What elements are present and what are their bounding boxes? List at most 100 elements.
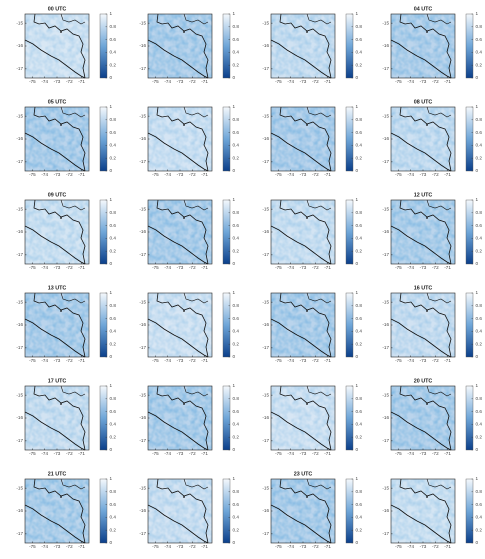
map-panel: 21 UTC -75 -74 -73 -72 -71 -15 -16 -17 0 0.2 0.4 0.6…: [16, 471, 116, 549]
colorbar-tick-label: 0.4: [356, 143, 363, 148]
region-border: [306, 106, 332, 118]
colorbar-tick-label: 0.6: [476, 130, 483, 135]
colorbar-tick-label: 1: [110, 476, 113, 481]
colorbar: [465, 199, 474, 265]
x-tick-label: -72: [189, 79, 196, 84]
y-tick-label: -15: [262, 206, 269, 211]
x-tick-label: -75: [29, 265, 36, 270]
map-panel: -75 -74 -73 -72 -71 -15 -16 -17 0 0.2 0.4 0.6 0.8 1: [139, 104, 239, 177]
y-tick-label: -15: [262, 299, 269, 304]
x-tick-label: -71: [324, 265, 331, 270]
colorbar: [345, 13, 354, 79]
colorbar-tick-label: 1: [476, 11, 479, 16]
region-border: [183, 478, 209, 490]
colorbar-tick-label: 0.2: [233, 248, 240, 253]
colorbar-tick-label: 0.8: [476, 24, 483, 29]
colorbar-tick-label: 0.4: [356, 422, 363, 427]
y-tick-label: -16: [382, 136, 389, 141]
x-tick-label: -72: [66, 79, 73, 84]
y-tick-label: -17: [382, 531, 389, 536]
region-border: [399, 106, 452, 172]
x-tick-label: -74: [164, 358, 171, 363]
x-tick-label: -73: [420, 544, 427, 549]
colorbar-tick-label: 1: [476, 197, 479, 202]
y-tick-label: -16: [16, 415, 23, 420]
colorbar: [99, 13, 108, 79]
region-border: [306, 13, 332, 25]
x-tick-label: -71: [324, 79, 331, 84]
region-border: [306, 478, 332, 490]
colorbar-tick-label: 0: [356, 354, 359, 359]
colorbar-tick-label: 0.8: [356, 210, 363, 215]
colorbar-tick-label: 0.4: [233, 236, 240, 241]
x-tick-label: -75: [275, 544, 282, 549]
colorbar: [99, 106, 108, 172]
colorbar-tick-label: 0.4: [476, 329, 483, 334]
colorbar-tick-label: 0: [476, 354, 479, 359]
region-border: [156, 199, 209, 265]
city-marker: [183, 31, 185, 33]
colorbar-tick-label: 0.8: [110, 396, 117, 401]
x-tick-label: -73: [300, 79, 307, 84]
colorbar-tick-label: 0.8: [233, 303, 240, 308]
x-tick-label: -72: [432, 544, 439, 549]
y-tick-label: -17: [139, 159, 146, 164]
x-tick-label: -73: [300, 451, 307, 456]
colorbar-tick-label: 0.2: [356, 434, 363, 439]
colorbar: [99, 199, 108, 265]
x-tick-label: -71: [444, 544, 451, 549]
y-tick-label: -15: [139, 392, 146, 397]
colorbar-tick-label: 0.6: [110, 130, 117, 135]
x-tick-label: -75: [275, 451, 282, 456]
colorbar-tick-label: 0.4: [476, 50, 483, 55]
map-panel: 08 UTC -75 -74 -73 -72 -71 -15 -16 -17 0 0.2 0.4 0.6…: [382, 99, 482, 177]
map-texture: [25, 14, 89, 78]
map-panel: 17 UTC -75 -74 -73 -72 -71 -15 -16 -17 0 0.2 0.4 0.6…: [16, 378, 116, 456]
x-tick-label: -72: [189, 544, 196, 549]
coastline: [390, 132, 452, 172]
region-border: [156, 478, 209, 544]
map-panel: -75 -74 -73 -72 -71 -15 -16 -17 0 0.2 0.4 0.6 0.8 1: [262, 290, 362, 363]
map-panel: -75 -74 -73 -72 -71 -15 -16 -17 0 0.2 0.4 0.6 0.8 1: [262, 11, 362, 84]
region-border: [399, 385, 452, 451]
colorbar-tick-label: 0.4: [110, 50, 117, 55]
x-tick-label: -71: [78, 358, 85, 363]
x-tick-label: -71: [324, 172, 331, 177]
x-tick-label: -75: [152, 265, 159, 270]
map-texture: [391, 107, 455, 171]
region-border: [33, 106, 86, 172]
y-tick-label: -15: [16, 113, 23, 118]
colorbar-tick-label: 0: [110, 354, 113, 359]
region-border: [426, 478, 452, 490]
map-panel: -75 -74 -73 -72 -71 -15 -16 -17 0 0.2 0.4 0.6 0.8 1: [139, 11, 239, 84]
colorbar-tick-label: 0: [110, 540, 113, 545]
colorbar-tick-label: 0.2: [476, 434, 483, 439]
region-border: [156, 385, 209, 451]
y-tick-label: -17: [262, 159, 269, 164]
colorbar-tick-label: 0.8: [356, 303, 363, 308]
x-tick-label: -73: [54, 451, 61, 456]
x-tick-label: -73: [54, 358, 61, 363]
x-tick-label: -74: [41, 451, 48, 456]
y-tick-label: -16: [16, 136, 23, 141]
x-tick-label: -73: [177, 79, 184, 84]
y-tick-label: -17: [262, 66, 269, 71]
colorbar-tick-label: 0.8: [476, 117, 483, 122]
x-tick-label: -73: [54, 172, 61, 177]
city-marker: [60, 496, 62, 498]
x-tick-label: -75: [152, 79, 159, 84]
colorbar-tick-label: 0: [476, 75, 479, 80]
region-border: [183, 13, 209, 25]
city-marker: [183, 403, 185, 405]
y-tick-label: -15: [382, 206, 389, 211]
colorbar-tick-label: 1: [233, 290, 236, 295]
colorbar-tick-label: 0.4: [476, 515, 483, 520]
x-tick-label: -72: [432, 358, 439, 363]
y-tick-label: -16: [382, 415, 389, 420]
y-tick-label: -15: [16, 392, 23, 397]
x-tick-label: -75: [275, 79, 282, 84]
y-tick-label: -17: [382, 252, 389, 257]
colorbar: [345, 478, 354, 544]
map-texture: [25, 293, 89, 357]
